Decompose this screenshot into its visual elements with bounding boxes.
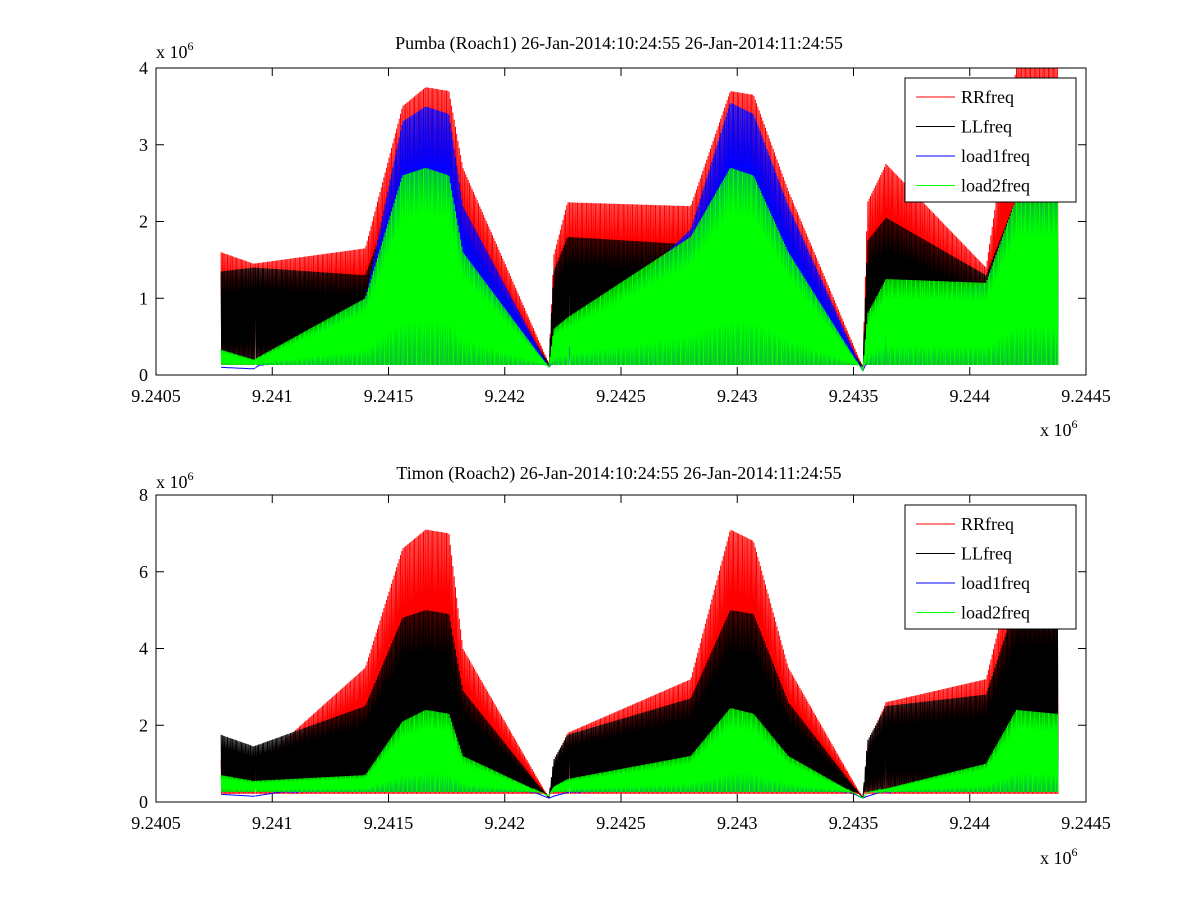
- legend-label: RRfreq: [961, 514, 1014, 534]
- legend-label: load1freq: [961, 146, 1030, 166]
- x-axis: 9.2405 9.241 9.2415 9.242 9.2425 9.243 9.2435 9…: [131, 68, 1111, 406]
- legend-label: load2freq: [961, 176, 1030, 196]
- legend-label: RRfreq: [961, 87, 1014, 107]
- x-tick-label: 9.242: [485, 813, 526, 833]
- x-tick-label: 9.2435: [829, 813, 879, 833]
- x-exponent-label: x 106: [1040, 845, 1078, 868]
- legend-box: [904, 77, 1077, 203]
- chart-pumba: Pumba (Roach1) 26-Jan-2014:10:24:55 26-J…: [131, 33, 1111, 440]
- y-axis: 0 1 2 3 4: [139, 58, 1086, 385]
- x-tick-label: 9.244: [950, 813, 991, 833]
- x-tick-label: 9.243: [717, 813, 758, 833]
- x-tick-label: 9.2405: [131, 813, 181, 833]
- x-tick-label: 9.242: [485, 386, 526, 406]
- y-tick-label: 6: [139, 562, 148, 582]
- x-tick-label: 9.2415: [364, 386, 414, 406]
- x-tick-label: 9.2445: [1061, 386, 1111, 406]
- y-tick-label: 0: [139, 365, 148, 385]
- y-tick-label: 0: [139, 792, 148, 812]
- x-tick-label: 9.2435: [829, 386, 879, 406]
- y-tick-label: 4: [139, 639, 148, 659]
- x-tick-label: 9.244: [950, 386, 991, 406]
- y-tick-label: 1: [139, 288, 148, 308]
- chart-title: Pumba (Roach1) 26-Jan-2014:10:24:55 26-J…: [395, 33, 843, 54]
- legend: RRfreq LLfreq load1freq load2freq: [904, 77, 1077, 203]
- x-tick-label: 9.2425: [596, 386, 646, 406]
- legend-box: [904, 504, 1077, 630]
- series-layer: [220, 529, 1059, 799]
- y-tick-label: 2: [139, 715, 148, 735]
- legend: RRfreq LLfreq load1freq load2freq: [904, 504, 1077, 630]
- x-tick-label: 9.241: [252, 386, 293, 406]
- series-line-load2freq: [220, 708, 1059, 799]
- legend-label: load2freq: [961, 603, 1030, 623]
- chart-timon: Timon (Roach2) 26-Jan-2014:10:24:55 26-J…: [131, 463, 1111, 868]
- series-layer: [220, 67, 1059, 372]
- y-tick-label: 3: [139, 135, 148, 155]
- legend-label: load1freq: [961, 573, 1030, 593]
- x-exponent-label: x 106: [1040, 417, 1078, 440]
- y-exponent-label: x 106: [156, 39, 194, 62]
- x-tick-label: 9.2405: [131, 386, 181, 406]
- x-tick-label: 9.241: [252, 813, 293, 833]
- chart-title: Timon (Roach2) 26-Jan-2014:10:24:55 26-J…: [396, 463, 841, 484]
- series-line-load2freq: [220, 167, 1059, 372]
- y-tick-label: 4: [139, 58, 148, 78]
- x-tick-label: 9.2415: [364, 813, 414, 833]
- x-tick-label: 9.2425: [596, 813, 646, 833]
- y-tick-label: 8: [139, 485, 148, 505]
- x-tick-label: 9.2445: [1061, 813, 1111, 833]
- legend-label: LLfreq: [961, 544, 1012, 564]
- x-axis: 9.2405 9.241 9.2415 9.242 9.2425 9.243 9.2435 9…: [131, 495, 1111, 833]
- x-tick-label: 9.243: [717, 386, 758, 406]
- legend-label: LLfreq: [961, 117, 1012, 137]
- y-axis: 0 2 4 6 8: [139, 485, 1086, 812]
- y-tick-label: 2: [139, 212, 148, 232]
- y-exponent-label: x 106: [156, 469, 194, 492]
